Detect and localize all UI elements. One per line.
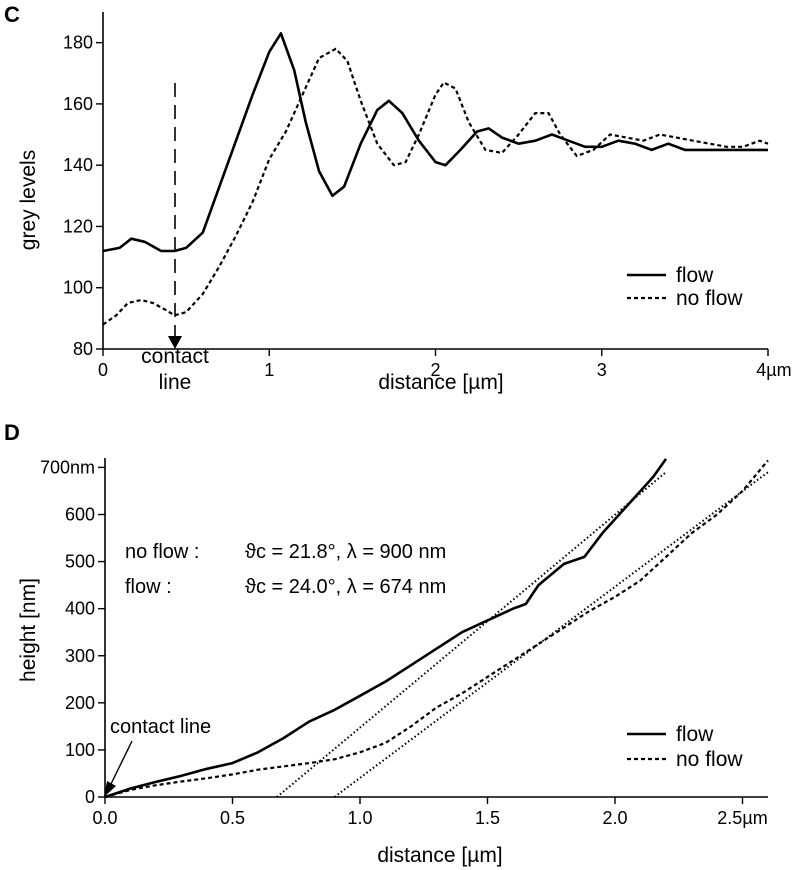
y-tick-label-d: 100 — [65, 740, 95, 760]
annotation-no-flow-label: no flow : — [125, 541, 199, 563]
y-tick-label-d: 0 — [85, 787, 95, 807]
y-tick-label-c: 100 — [63, 278, 93, 298]
legend-label-flow: flow — [676, 264, 714, 287]
x-tick-label-c: 3 — [597, 360, 607, 380]
y-tick-label-c: 160 — [63, 94, 93, 114]
series-d-flow — [104, 458, 668, 799]
legend-d: flow no flow — [627, 723, 743, 771]
contact-line-arrow — [168, 336, 182, 349]
y-tick-label-c: 80 — [73, 339, 93, 359]
annotation-no-flow-values: ϑc = 21.8°, λ = 900 nm — [245, 541, 446, 563]
panel-label-d: D — [4, 420, 20, 445]
x-tick-label-d: 2.5µm — [717, 808, 767, 828]
chart-panel-c: C grey levels distance [µm] contact line… — [4, 2, 792, 394]
y-tick-label-d: 500 — [65, 552, 95, 572]
x-axis-label-c: distance [µm] — [378, 371, 503, 394]
x-tick-label-d: 1.5 — [475, 808, 500, 828]
legend-label-no-flow-d: no flow — [676, 748, 743, 771]
y-tick-label-d: 600 — [65, 505, 95, 525]
legend-label-flow-d: flow — [676, 723, 714, 746]
panel-label-c: C — [4, 2, 20, 27]
series-c-flow — [102, 32, 768, 253]
y-tick-label-c: 120 — [63, 216, 93, 236]
y-axis-label-d: height [nm] — [17, 578, 40, 682]
x-axis-label-d: distance [µm] — [377, 844, 502, 867]
legend-label-no-flow: no flow — [676, 287, 743, 310]
chart-panel-d: D height [nm] distance [µm] 0 100 200 300 40… — [4, 420, 769, 867]
x-tick-label-c: 1 — [264, 360, 274, 380]
x-tick-label-c: 0 — [98, 360, 108, 380]
annotation-flow-label: flow : — [125, 576, 172, 598]
y-tick-label-c: 180 — [63, 33, 93, 53]
contact-line-label-1: contact — [141, 345, 209, 368]
x-tick-label-d: 0.5 — [220, 808, 245, 828]
annotation-flow-values: ϑc = 24.0°, λ = 674 nm — [245, 576, 446, 598]
contact-line-pointer-head — [104, 781, 116, 797]
x-tick-label-d: 0.0 — [92, 808, 117, 828]
series-c-no-flow — [102, 47, 769, 326]
legend-c: flow no flow — [627, 264, 743, 310]
annotation-contact-line: contact line — [110, 716, 211, 738]
contact-line-label-2: line — [159, 371, 192, 394]
series-d-no-flow — [104, 459, 769, 799]
y-tick-label-d: 700nm — [40, 457, 95, 477]
x-tick-label-d: 1.0 — [347, 808, 372, 828]
series-d-fit-line-2 — [276, 471, 667, 798]
x-tick-label-c: 2 — [430, 360, 440, 380]
y-tick-label-d: 200 — [65, 693, 95, 713]
y-tick-label-c: 140 — [63, 155, 93, 175]
y-axis-label-c: grey levels — [17, 150, 40, 250]
y-tick-label-d: 300 — [65, 646, 95, 666]
contact-line-pointer — [109, 740, 133, 787]
x-tick-label-c: 4µm — [756, 360, 791, 380]
y-tick-label-d: 400 — [65, 599, 95, 619]
x-tick-label-d: 2.0 — [602, 808, 627, 828]
